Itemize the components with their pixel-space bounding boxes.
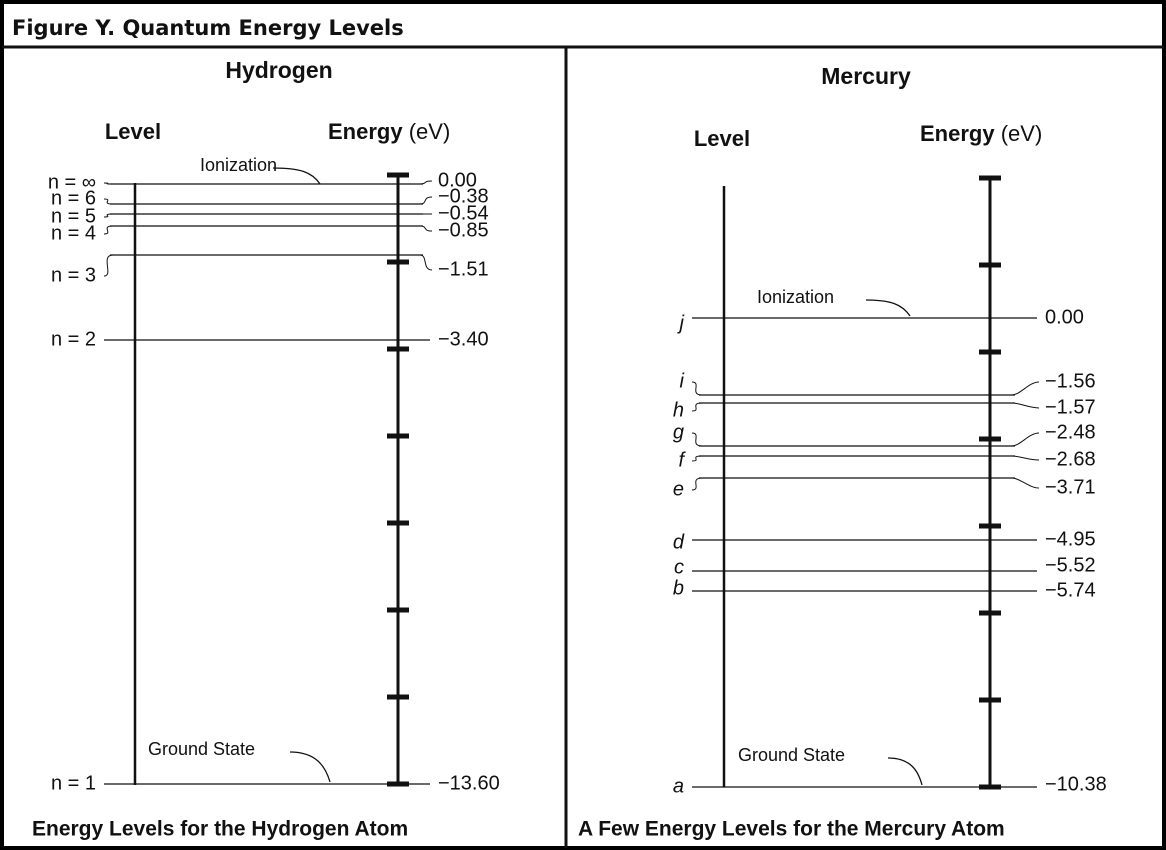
label-connector xyxy=(691,455,703,462)
label-connector xyxy=(691,402,703,412)
energy-value: −1.57 xyxy=(1045,396,1096,418)
level-label: n = 3 xyxy=(51,264,96,286)
ionization-arrow xyxy=(865,299,911,317)
ground-label: Ground State xyxy=(738,745,845,765)
label-connector xyxy=(103,225,114,235)
energy-value: −10.38 xyxy=(1045,773,1107,795)
energy-heading: Energy (eV) xyxy=(920,121,1042,146)
energy-value: −3.40 xyxy=(438,328,489,350)
energy-value: −2.68 xyxy=(1045,448,1096,470)
level-label: n = 4 xyxy=(51,222,96,244)
ionization-label: Ionization xyxy=(200,155,277,175)
energy-value: −3.71 xyxy=(1045,476,1096,498)
level-label: j xyxy=(677,312,685,334)
energy-value: −13.60 xyxy=(438,772,500,794)
energy-value: −4.95 xyxy=(1045,528,1096,550)
value-connector xyxy=(419,254,433,271)
level-label: g xyxy=(673,421,684,443)
value-connector xyxy=(419,225,433,232)
label-connector xyxy=(691,381,703,396)
level-heading: Level xyxy=(694,126,750,151)
value-connector xyxy=(1011,381,1040,396)
ground-label: Ground State xyxy=(148,739,255,759)
value-connector xyxy=(1011,432,1040,447)
energy-unit: (eV) xyxy=(409,119,451,144)
energy-word: Energy xyxy=(328,119,403,144)
figure-title: Figure Y. Quantum Energy Levels xyxy=(12,16,404,40)
energy-value: −5.74 xyxy=(1045,579,1096,601)
energy-heading: Energy (eV) xyxy=(328,119,450,144)
panel-title: Hydrogen xyxy=(225,57,332,83)
label-connector xyxy=(103,198,114,205)
value-connector xyxy=(419,196,433,205)
level-label: i xyxy=(680,370,685,392)
level-label: n = 5 xyxy=(51,205,96,227)
level-label: e xyxy=(673,478,684,500)
level-heading: Level xyxy=(105,119,161,144)
label-connector xyxy=(691,477,703,491)
level-label: n = 1 xyxy=(51,772,96,794)
value-connector xyxy=(419,180,433,185)
value-connector xyxy=(1011,402,1040,409)
ionization-arrow xyxy=(272,167,321,185)
energy-value: 0.00 xyxy=(1045,306,1084,328)
level-label: f xyxy=(678,449,686,471)
value-connector xyxy=(1011,455,1040,461)
energy-word: Energy xyxy=(920,121,995,146)
label-connector xyxy=(103,254,114,277)
energy-unit: (eV) xyxy=(1001,121,1043,146)
ionization-label: Ionization xyxy=(757,287,834,307)
level-label: n = 2 xyxy=(51,328,96,350)
energy-value: −1.51 xyxy=(438,258,489,280)
caption: A Few Energy Levels for the Mercury Atom xyxy=(578,818,1005,841)
energy-value: −0.54 xyxy=(438,202,489,224)
level-label: h xyxy=(673,399,684,421)
energy-value: −5.52 xyxy=(1045,554,1096,576)
level-label: b xyxy=(673,577,684,599)
ground-arrow xyxy=(887,757,923,786)
level-label: d xyxy=(673,531,685,553)
label-connector xyxy=(103,182,114,185)
energy-value: −2.48 xyxy=(1045,421,1096,443)
panel-title: Mercury xyxy=(821,63,911,89)
caption: Energy Levels for the Hydrogen Atom xyxy=(32,818,408,841)
level-label: a xyxy=(673,775,684,797)
level-label: n = ∞ xyxy=(48,171,96,193)
value-connector xyxy=(1011,477,1040,489)
energy-value: −0.85 xyxy=(438,219,489,241)
label-connector xyxy=(691,432,703,447)
energy-value: −1.56 xyxy=(1045,370,1096,392)
label-connector xyxy=(103,213,114,218)
ground-arrow xyxy=(289,751,331,783)
level-label: n = 6 xyxy=(51,187,96,209)
level-label: c xyxy=(674,556,684,578)
energy-value: 0.00 xyxy=(438,169,477,191)
energy-value: −0.38 xyxy=(438,185,489,207)
